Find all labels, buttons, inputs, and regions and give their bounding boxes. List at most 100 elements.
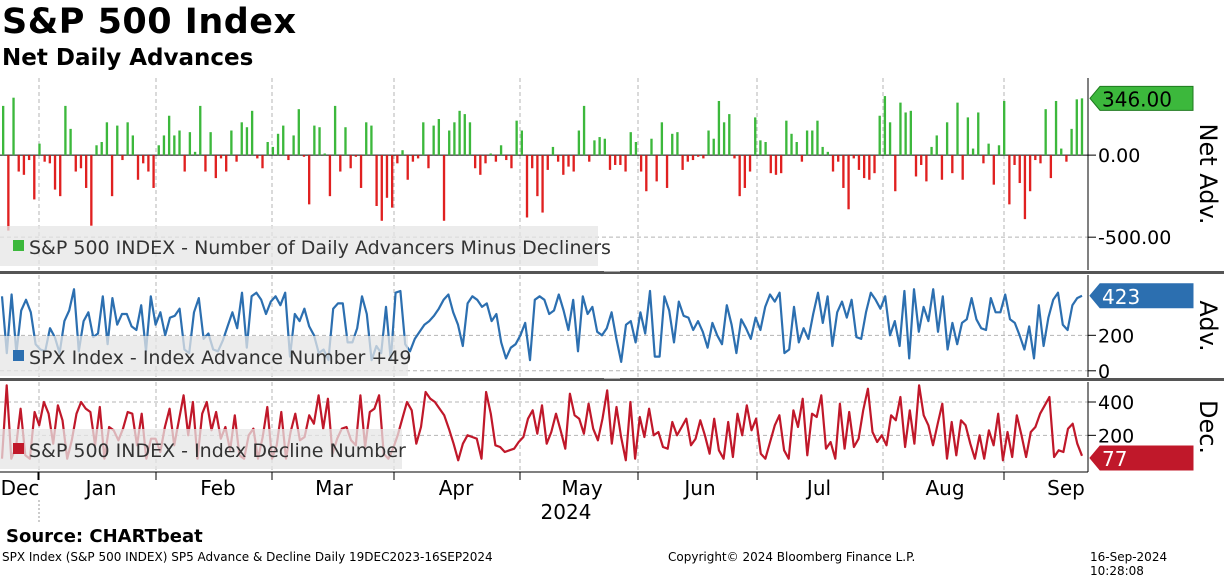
net-advance-bar — [126, 122, 129, 156]
net-advance-bar — [499, 145, 503, 156]
chart-subtitle: Net Daily Advances — [2, 45, 254, 71]
net-advance-bar — [204, 155, 207, 172]
y-tick-label: 400 — [1098, 392, 1134, 414]
net-advance-bar — [287, 155, 290, 161]
last-value-marker — [1089, 283, 1194, 309]
net-advance-bar — [276, 133, 280, 156]
net-advance-bar — [43, 155, 46, 162]
net-advance-bar — [142, 155, 145, 164]
net-advance-bar — [593, 140, 596, 156]
advance-series-line — [0, 288, 1083, 363]
legend-box — [0, 226, 598, 266]
net-advance-bar — [531, 155, 534, 169]
footer-description: SPX Index (S&P 500 INDEX) SP5 Advance & … — [2, 550, 493, 564]
net-advance-bar — [27, 155, 31, 161]
net-advance-bar — [95, 145, 98, 156]
net-advance-bar — [940, 155, 944, 180]
net-advance-bar — [390, 155, 394, 208]
net-advance-bar — [240, 122, 243, 156]
net-advance-bar — [354, 155, 358, 157]
net-advance-bar — [1054, 100, 1058, 156]
net-advance-bar — [598, 137, 601, 156]
net-advance-bar — [588, 155, 591, 162]
net-advance-bar — [743, 155, 747, 188]
net-advance-bar — [722, 122, 726, 156]
net-advance-bar — [1023, 155, 1027, 220]
net-advance-bar — [458, 110, 461, 156]
net-advance-bar — [795, 142, 798, 156]
net-advance-bar — [925, 155, 928, 182]
net-advance-bar — [282, 125, 285, 156]
y-axis-title: Dec. — [1194, 400, 1222, 454]
net-advance-bar — [178, 130, 181, 156]
net-advance-bar — [572, 155, 575, 172]
decline-series-line — [0, 384, 1084, 462]
net-advance-bar — [556, 155, 560, 162]
legend-box — [0, 336, 408, 376]
net-advance-bar — [805, 130, 809, 156]
net-advance-bar — [779, 155, 783, 174]
y-axis-title: Net Adv. — [1194, 124, 1222, 225]
net-advance-bar — [987, 143, 990, 156]
x-month-label: Jul — [805, 476, 831, 500]
net-advance-bar — [297, 109, 300, 156]
net-advance-bar — [686, 155, 689, 162]
net-advance-bar — [837, 155, 840, 162]
net-advance-bar — [914, 155, 918, 177]
legend-swatch — [13, 443, 24, 454]
net-advance-bar — [48, 155, 52, 164]
net-advance-bar — [697, 155, 700, 157]
net-advance-bar — [551, 146, 555, 156]
last-value-label: 423 — [1102, 285, 1140, 309]
y-axis-title: Adv. — [1194, 300, 1222, 351]
net-advance-bar — [157, 145, 160, 156]
net-advance-bar — [831, 155, 835, 172]
net-advance-bar — [603, 138, 606, 156]
net-advance-bar — [250, 110, 254, 156]
x-month-label: Sep — [1047, 476, 1085, 500]
net-advance-bar — [219, 155, 223, 159]
net-advance-bar — [733, 155, 736, 159]
net-advance-bar — [375, 155, 378, 206]
net-advance-bar — [323, 153, 326, 156]
net-advance-bar — [105, 122, 109, 156]
y-tick-label: 200 — [1098, 425, 1134, 447]
net-advance-bar — [484, 155, 487, 164]
net-advance-bar — [1008, 155, 1011, 205]
net-advance-bar — [422, 122, 425, 156]
x-month-label: May — [561, 476, 603, 500]
net-advance-bar — [614, 155, 617, 165]
net-advance-bar — [536, 155, 539, 197]
net-advance-bar — [2, 105, 5, 156]
panel-separator — [0, 378, 1224, 381]
net-advance-bar — [1003, 100, 1006, 156]
net-advance-bar — [271, 146, 275, 156]
net-advance-bar — [904, 112, 907, 156]
net-advance-bar — [136, 155, 140, 180]
net-advance-bar — [427, 155, 430, 169]
net-advance-bar — [116, 125, 119, 156]
net-advance-bar — [821, 146, 824, 156]
net-advance-bar — [894, 155, 897, 192]
net-advance-bar — [505, 155, 508, 161]
footer-timestamp: 16-Sep-2024 10:28:08 — [1090, 550, 1168, 578]
net-advance-bar — [406, 155, 409, 180]
net-advance-bar — [935, 135, 938, 156]
net-advance-bar — [546, 155, 549, 170]
net-advance-bar — [448, 130, 451, 156]
net-advance-bar — [349, 155, 352, 169]
net-advance-bar — [515, 120, 518, 156]
x-month-label: Apr — [439, 476, 474, 500]
net-advance-bar — [359, 155, 363, 188]
net-advance-bar — [702, 155, 705, 159]
net-advance-bar — [883, 96, 887, 156]
net-advance-bar — [53, 155, 57, 190]
legend-label: S&P 500 INDEX - Number of Daily Advancer… — [29, 237, 611, 259]
net-advance-bar — [308, 155, 311, 205]
net-advance-bar — [69, 128, 72, 156]
net-advance-bar — [147, 155, 150, 172]
net-advance-bar — [567, 155, 570, 167]
net-advance-bar — [691, 155, 695, 161]
net-advance-bar — [90, 155, 93, 226]
net-advance-bar — [442, 155, 446, 221]
